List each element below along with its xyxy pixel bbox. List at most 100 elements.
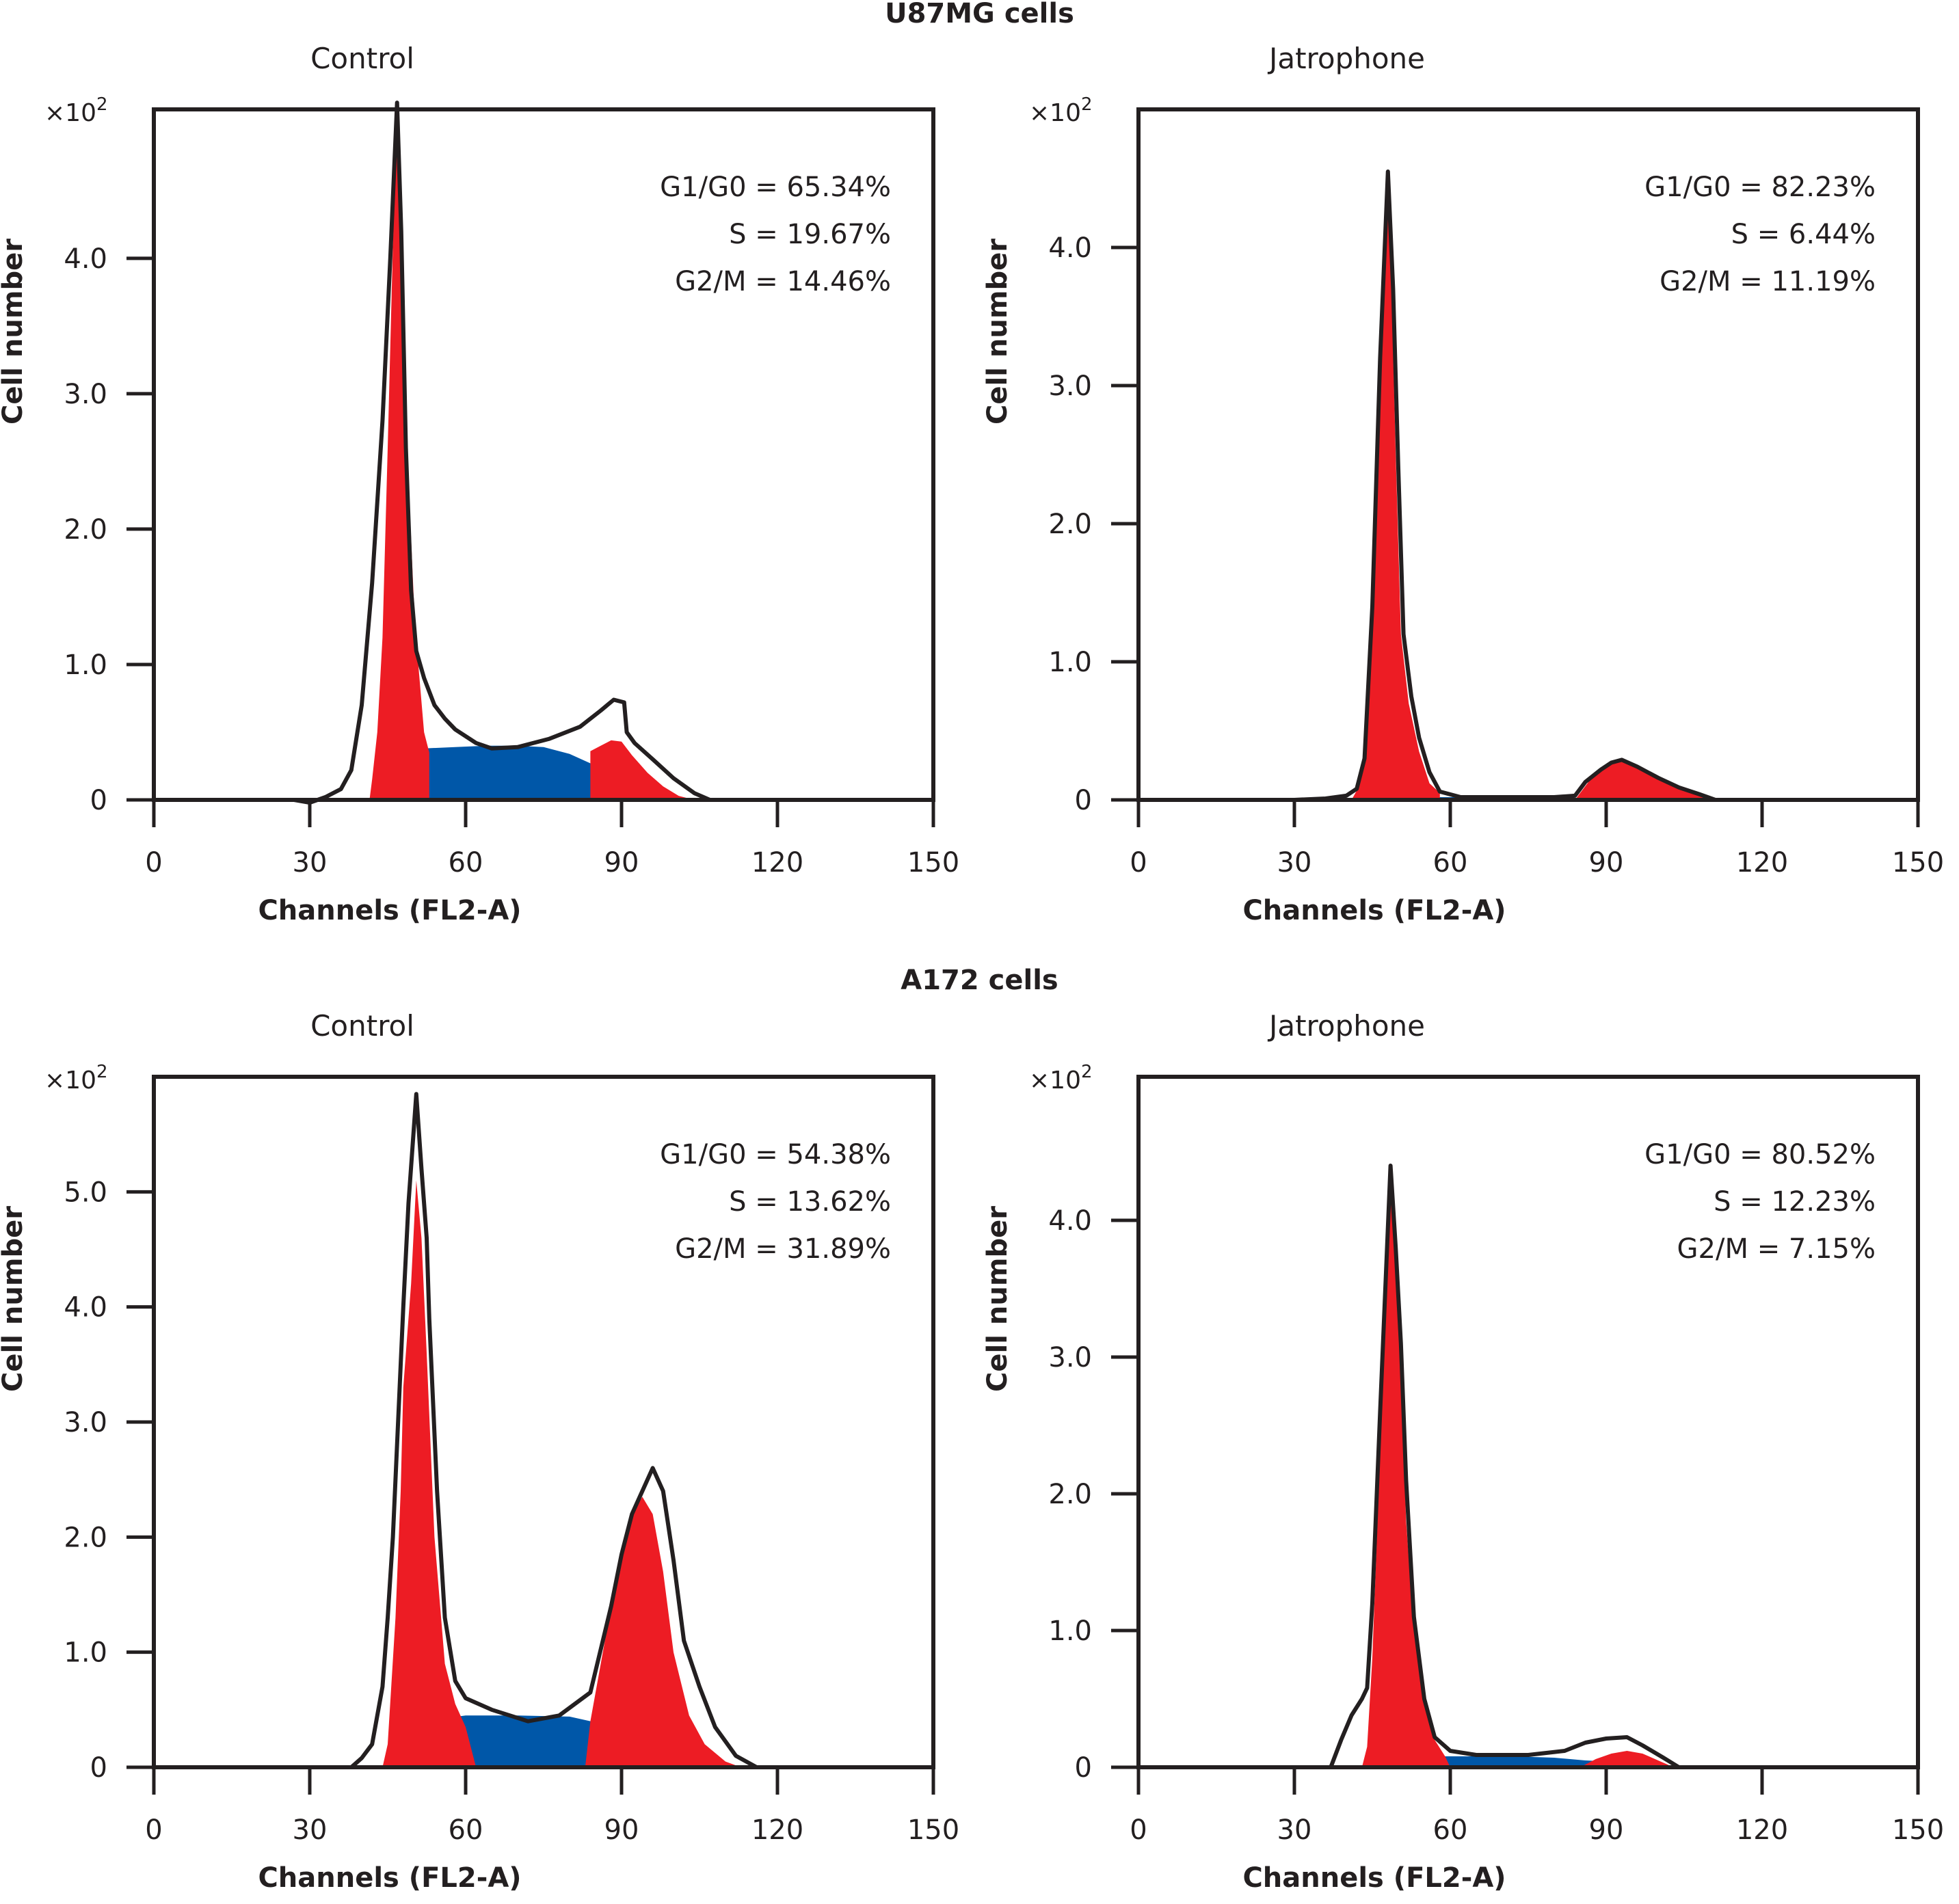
series-total-outline xyxy=(1329,1164,1680,1769)
x-tick-label: 30 xyxy=(1277,847,1312,879)
phase-annotation: S = 12.23% xyxy=(1714,1186,1876,1218)
y-multiplier: ×102 xyxy=(44,1062,108,1095)
plot-frame xyxy=(152,1075,935,1769)
y-multiplier: ×102 xyxy=(1029,1062,1093,1095)
panel-u87mg-jatrophone: Jatrophone 0 1.0 2.0 3.0 4.0 0 30 60 90 120 150 Chan… xyxy=(982,34,1956,937)
group-title-a172: A172 cells xyxy=(901,965,1058,996)
phase-annotation: G2/M = 31.89% xyxy=(675,1233,891,1265)
y-axis-label: Cell number xyxy=(982,239,1013,425)
y-multiplier-base: ×10 xyxy=(44,1067,96,1095)
series-g2-m-area xyxy=(590,740,695,800)
plot-frame xyxy=(152,107,935,802)
y-multiplier: ×102 xyxy=(1029,94,1093,127)
x-tick-label: 60 xyxy=(449,847,483,879)
series-s-area xyxy=(372,745,643,800)
series-g2-m-area xyxy=(1575,761,1721,800)
phase-annotation: G2/M = 11.19% xyxy=(1660,266,1876,297)
y-tick-label: 2.0 xyxy=(64,514,107,546)
y-multiplier-exponent: 2 xyxy=(1081,94,1093,115)
histogram-svg: Jatrophone 0 1.0 2.0 3.0 4.0 0 30 60 90 120 150 Chan… xyxy=(982,42,1944,926)
histogram-svg: Jatrophone 0 1.0 2.0 3.0 4.0 0 30 60 90 120 150 Chan… xyxy=(982,1009,1944,1894)
x-tick-label: 150 xyxy=(1892,1814,1944,1846)
x-tick-label: 90 xyxy=(1589,1814,1624,1846)
x-tick-label: 120 xyxy=(1736,1814,1788,1846)
panel-a172-control: Control 0 1.0 2.0 3.0 4.0 5.0 0 30 60 90 120 150 Chan… xyxy=(0,1002,971,1904)
y-tick-label: 4.0 xyxy=(64,243,107,275)
x-tick-label: 120 xyxy=(1736,847,1788,879)
y-tick-label: 3.0 xyxy=(1048,371,1092,402)
phase-annotation: G1/G0 = 54.38% xyxy=(660,1139,891,1170)
panel-title: Jatrophone xyxy=(1267,42,1425,75)
y-multiplier-exponent: 2 xyxy=(1081,1062,1093,1082)
series-s-area xyxy=(1398,1756,1632,1767)
x-axis-label: Channels (FL2-A) xyxy=(1242,895,1506,926)
x-axis-label: Channels (FL2-A) xyxy=(258,1862,521,1894)
group-title-u87mg: U87MG cells xyxy=(885,0,1074,29)
series-g2-m-area xyxy=(585,1497,741,1767)
y-axis-label: Cell number xyxy=(0,239,29,425)
phase-annotation: S = 6.44% xyxy=(1731,219,1876,250)
y-multiplier-exponent: 2 xyxy=(96,94,108,115)
y-tick-label: 0 xyxy=(90,785,107,816)
x-tick-label: 0 xyxy=(145,847,162,879)
series-g2-m-area xyxy=(1580,1751,1674,1767)
x-tick-label: 60 xyxy=(1433,1814,1468,1846)
y-tick-label: 2.0 xyxy=(1048,1479,1092,1510)
y-tick-label: 2.0 xyxy=(1048,509,1092,540)
phase-annotation: G2/M = 7.15% xyxy=(1677,1233,1876,1265)
y-tick-label: 5.0 xyxy=(64,1177,107,1208)
series-g1-g0-area xyxy=(382,1180,477,1767)
y-tick-label: 1.0 xyxy=(1048,1615,1092,1647)
y-tick-label: 1.0 xyxy=(1048,647,1092,678)
series-total-outline xyxy=(1294,169,1716,802)
y-tick-label: 4.0 xyxy=(1048,1205,1092,1237)
y-multiplier: ×102 xyxy=(44,94,108,127)
plot-frame xyxy=(1136,1075,1920,1769)
panel-title: Control xyxy=(310,1009,414,1043)
y-axis-label: Cell number xyxy=(0,1206,29,1392)
x-axis-label: Channels (FL2-A) xyxy=(1242,1862,1506,1894)
x-tick-label: 150 xyxy=(1892,847,1944,879)
x-tick-label: 90 xyxy=(1589,847,1624,879)
x-tick-label: 30 xyxy=(1277,1814,1312,1846)
histogram-svg: Control 0 1.0 2.0 3.0 4.0 5.0 0 30 60 90 120 150 Chan… xyxy=(0,1009,959,1894)
y-tick-label: 4.0 xyxy=(64,1292,107,1324)
y-tick-label: 1.0 xyxy=(64,1637,107,1669)
y-multiplier-exponent: 2 xyxy=(96,1062,108,1082)
x-tick-label: 90 xyxy=(604,847,639,879)
x-tick-label: 30 xyxy=(293,847,328,879)
y-tick-label: 0 xyxy=(1075,785,1092,816)
x-tick-label: 120 xyxy=(751,1814,803,1846)
y-multiplier-base: ×10 xyxy=(1029,1067,1081,1095)
x-tick-label: 120 xyxy=(751,847,803,879)
x-tick-label: 30 xyxy=(293,1814,328,1846)
y-tick-label: 3.0 xyxy=(64,379,107,410)
series-total-outline xyxy=(154,100,711,805)
x-tick-label: 150 xyxy=(907,847,959,879)
histogram-svg: Control 0 1.0 2.0 3.0 4.0 0 30 60 90 120 150 Channel… xyxy=(0,42,959,926)
panel-title: Jatrophone xyxy=(1267,1009,1425,1043)
x-tick-label: 60 xyxy=(449,1814,483,1846)
panel-title: Control xyxy=(310,42,414,75)
panel-u87mg-control: Control 0 1.0 2.0 3.0 4.0 0 30 60 90 120 150 Channel… xyxy=(0,34,971,937)
x-tick-label: 0 xyxy=(145,1814,162,1846)
x-tick-label: 60 xyxy=(1433,847,1468,879)
phase-annotation: G1/G0 = 65.34% xyxy=(660,172,891,203)
x-tick-label: 150 xyxy=(907,1814,959,1846)
y-tick-label: 3.0 xyxy=(1048,1342,1092,1373)
x-axis-label: Channels (FL2-A) xyxy=(258,895,521,926)
phase-annotation: S = 19.67% xyxy=(729,219,891,250)
y-multiplier-base: ×10 xyxy=(44,99,96,127)
y-tick-label: 2.0 xyxy=(64,1522,107,1553)
phase-annotation: S = 13.62% xyxy=(729,1186,891,1218)
plot-frame xyxy=(1136,107,1920,802)
x-tick-label: 0 xyxy=(1130,1814,1147,1846)
y-tick-label: 0 xyxy=(90,1752,107,1784)
y-tick-label: 1.0 xyxy=(64,649,107,681)
phase-annotation: G1/G0 = 80.52% xyxy=(1644,1139,1876,1170)
y-tick-label: 3.0 xyxy=(64,1407,107,1438)
y-axis-label: Cell number xyxy=(982,1206,1013,1392)
y-tick-label: 0 xyxy=(1075,1752,1092,1784)
phase-annotation: G1/G0 = 82.23% xyxy=(1644,172,1876,203)
